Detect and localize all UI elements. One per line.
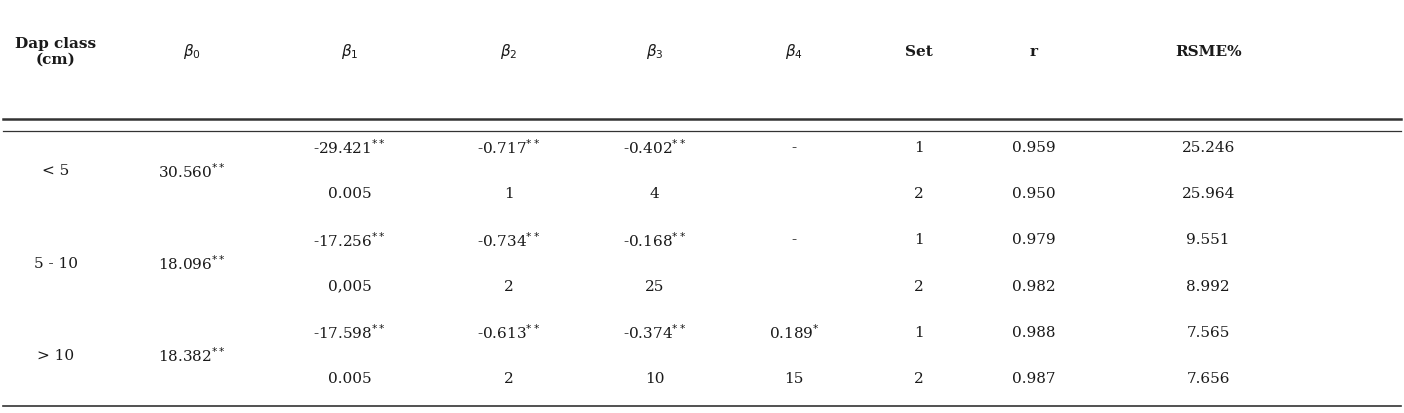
Text: 8.992: 8.992: [1186, 280, 1230, 294]
Text: 25.964: 25.964: [1182, 187, 1236, 201]
Text: $\beta_1$: $\beta_1$: [341, 42, 358, 61]
Text: 18.096$^{**}$: 18.096$^{**}$: [157, 254, 226, 273]
Text: Dap class
(cm): Dap class (cm): [15, 37, 97, 67]
Text: 7.565: 7.565: [1186, 326, 1230, 340]
Text: 2: 2: [914, 280, 924, 294]
Text: 0,005: 0,005: [327, 280, 372, 294]
Text: 0.959: 0.959: [1012, 141, 1056, 155]
Text: 10: 10: [644, 372, 664, 386]
Text: -29.421$^{**}$: -29.421$^{**}$: [313, 139, 386, 157]
Text: 2: 2: [504, 280, 514, 294]
Text: r: r: [1029, 45, 1038, 59]
Text: -0.374$^{**}$: -0.374$^{**}$: [623, 323, 687, 342]
Text: 25: 25: [644, 280, 664, 294]
Text: $\beta_0$: $\beta_0$: [183, 42, 201, 61]
Text: 4: 4: [650, 187, 660, 201]
Text: 0.950: 0.950: [1012, 187, 1056, 201]
Text: 25.246: 25.246: [1182, 141, 1236, 155]
Text: Set: Set: [906, 45, 932, 59]
Text: 1: 1: [504, 187, 514, 201]
Text: -0.734$^{**}$: -0.734$^{**}$: [477, 231, 541, 250]
Text: -0.613$^{**}$: -0.613$^{**}$: [477, 323, 541, 342]
Text: 2: 2: [504, 372, 514, 386]
Text: -0.168$^{**}$: -0.168$^{**}$: [623, 231, 687, 250]
Text: -17.598$^{**}$: -17.598$^{**}$: [313, 323, 386, 342]
Text: -0.717$^{**}$: -0.717$^{**}$: [477, 139, 541, 157]
Text: 0.982: 0.982: [1012, 280, 1056, 294]
Text: < 5: < 5: [42, 164, 70, 178]
Text: 7.656: 7.656: [1186, 372, 1230, 386]
Text: 0.987: 0.987: [1012, 372, 1056, 386]
Text: 15: 15: [785, 372, 804, 386]
Text: 0.005: 0.005: [327, 187, 372, 201]
Text: 0.988: 0.988: [1012, 326, 1056, 340]
Text: 18.382$^{**}$: 18.382$^{**}$: [157, 347, 226, 365]
Text: 0.005: 0.005: [327, 372, 372, 386]
Text: -: -: [792, 141, 797, 155]
Text: 1: 1: [914, 141, 924, 155]
Text: 0.189$^{*}$: 0.189$^{*}$: [769, 323, 820, 342]
Text: 1: 1: [914, 326, 924, 340]
Text: $\beta_4$: $\beta_4$: [785, 42, 803, 61]
Text: 2: 2: [914, 372, 924, 386]
Text: RSME%: RSME%: [1175, 45, 1241, 59]
Text: 1: 1: [914, 233, 924, 247]
Text: 9.551: 9.551: [1186, 233, 1230, 247]
Text: -17.256$^{**}$: -17.256$^{**}$: [313, 231, 386, 250]
Text: > 10: > 10: [38, 349, 74, 363]
Text: 30.560$^{**}$: 30.560$^{**}$: [157, 162, 226, 180]
Text: $\beta_2$: $\beta_2$: [500, 42, 518, 61]
Text: 0.979: 0.979: [1012, 233, 1056, 247]
Text: 2: 2: [914, 187, 924, 201]
Text: -0.402$^{**}$: -0.402$^{**}$: [623, 139, 687, 157]
Text: -: -: [792, 233, 797, 247]
Text: $\beta_3$: $\beta_3$: [646, 42, 663, 61]
Text: 5 - 10: 5 - 10: [34, 256, 77, 271]
